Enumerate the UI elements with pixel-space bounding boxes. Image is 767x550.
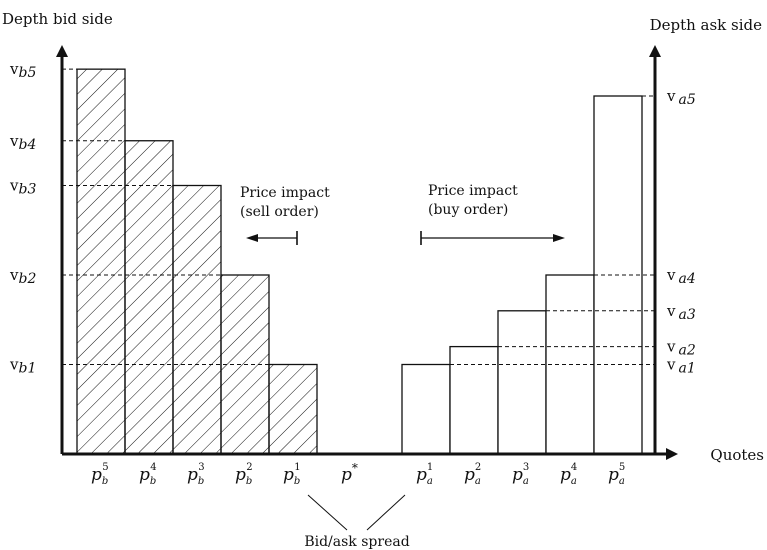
- bid-bar-3: [172, 184, 222, 455]
- bid-volume-label-4: vb4: [9, 132, 36, 153]
- sell-impact-label-line2: (sell order): [240, 204, 319, 220]
- y-axis-bid-arrowhead: [56, 45, 68, 57]
- bid-price-label-1: pb1: [283, 462, 301, 487]
- spread-label: Bid/ask spread: [304, 534, 409, 550]
- bid-bar-5: [76, 68, 126, 455]
- ask-price-label-1: pa1: [416, 462, 433, 487]
- ask-price-label-2: pa2: [464, 462, 481, 487]
- ask-price-label-4: pa4: [560, 462, 577, 487]
- bid-volume-label-5: vb5: [9, 60, 36, 81]
- buy-impact-label-line1: Price impact: [428, 183, 518, 199]
- buy-impact-arrow: [420, 231, 565, 245]
- ask-volume-label-1: v a1: [666, 356, 696, 377]
- ask-bar-1: [401, 363, 451, 455]
- spread-connector-right: [366, 494, 406, 531]
- sell-impact-label-line1: Price impact: [240, 185, 330, 201]
- bid-volume-label-3: vb3: [9, 177, 36, 198]
- bid-price-label-4: pb4: [139, 462, 157, 487]
- bid-bar-4: [124, 140, 174, 455]
- ask-volume-label-5: v a5: [666, 87, 696, 108]
- bid-price-label-3: pb3: [187, 462, 205, 487]
- reference-lines-layer: [62, 68, 655, 365]
- bid-bar-1: [268, 363, 318, 455]
- bid-volume-label-2: vb2: [9, 266, 36, 287]
- sell-impact-arrow: [246, 231, 298, 245]
- ask-volume-label-3: v a3: [666, 302, 696, 323]
- x-axis-title: Quotes: [710, 446, 764, 464]
- bid-price-label-5: pb5: [91, 462, 109, 487]
- bid-price-label-2: pb2: [235, 462, 253, 487]
- y-axis-bid-title: Depth bid side: [2, 10, 113, 28]
- ask-price-label-3: pa3: [512, 462, 529, 487]
- y-axis-ask-title: Depth ask side: [650, 16, 763, 34]
- ask-price-label-5: pa5: [608, 462, 625, 487]
- ask-bar-2: [449, 345, 499, 455]
- spread-connector-left: [307, 494, 348, 531]
- bid-volume-label-1: vb1: [9, 356, 36, 377]
- axes-layer: [56, 45, 678, 460]
- ask-bar-3: [497, 310, 547, 455]
- x-axis-arrowhead: [666, 448, 678, 460]
- ask-volume-label-4: v a4: [666, 266, 696, 287]
- bars-layer: [76, 68, 643, 455]
- mid-price-label: p*: [341, 461, 358, 485]
- labels-layer: vb1 pb1 vb2 pb2 vb3 pb3 vb4 pb4 vb5 pb5 p* v a1 pa1 v a…: [9, 60, 696, 487]
- y-axis-ask-arrowhead: [649, 45, 661, 57]
- buy-impact-label-line2: (buy order): [428, 202, 508, 218]
- ask-volume-label-2: v a2: [666, 338, 696, 359]
